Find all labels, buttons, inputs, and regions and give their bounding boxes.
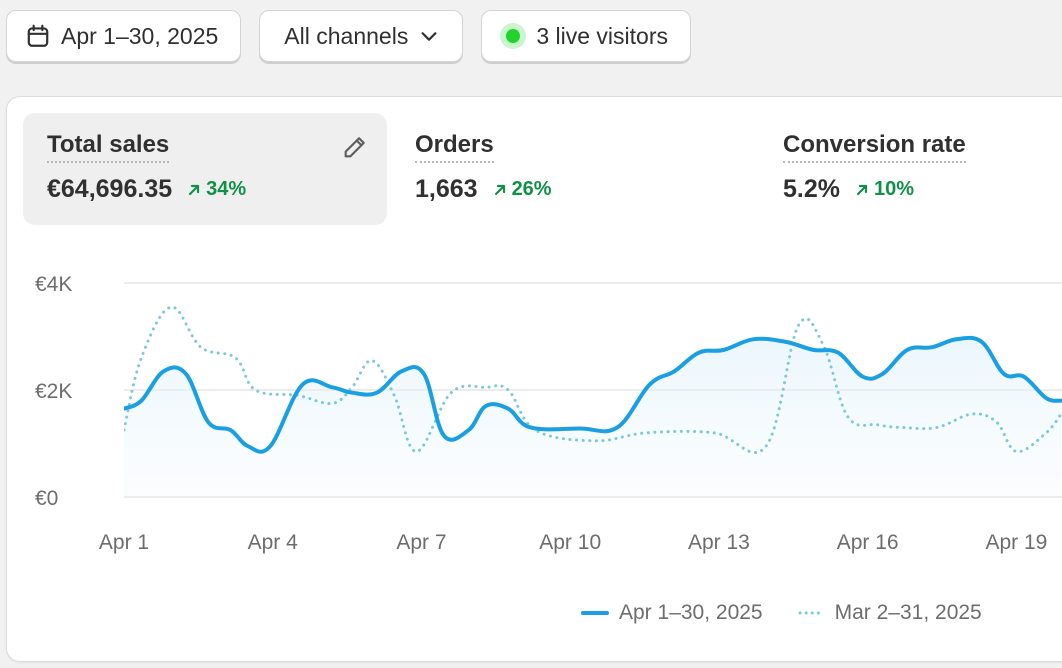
metric-change-value: 26% (511, 178, 552, 200)
metric-label: Conversion rate (783, 131, 966, 163)
metric-change: 10% (854, 178, 914, 201)
arrow-up-right-icon (494, 184, 505, 195)
arrow-up-right-icon (189, 184, 200, 195)
channel-select[interactable]: All channels (259, 10, 464, 62)
legend-label: Mar 2–31, 2025 (834, 601, 982, 624)
y-tick-label: €4K (35, 273, 72, 296)
metric-change: 34% (186, 178, 246, 201)
sales-card: Total sales €64,696.35 34% Orders 1,663 (6, 96, 1062, 662)
metric-change-value: 10% (873, 178, 915, 200)
chart-legend: Apr 1–30, 2025 Mar 2–31, 2025 (581, 601, 982, 625)
metric-tabs: Total sales €64,696.35 34% Orders 1,663 (7, 97, 1062, 237)
sales-chart: €4K €2K €0 Apr 1 Apr 4 Apr 7 Apr 10 Apr 13 Apr 1… (35, 273, 1062, 554)
legend-label: Apr 1–30, 2025 (619, 601, 763, 624)
date-range-label: Apr 1–30, 2025 (61, 22, 219, 49)
x-tick-label: Apr 13 (688, 531, 750, 554)
metric-orders[interactable]: Orders 1,663 26% (391, 113, 755, 225)
date-range-button[interactable]: Apr 1–30, 2025 (6, 10, 242, 62)
metric-value: 5.2% (783, 175, 840, 203)
y-tick-label: €2K (35, 380, 72, 403)
toolbar: Apr 1–30, 2025 All channels 3 live visit… (6, 10, 691, 62)
legend-swatch-solid (581, 611, 609, 615)
live-visitors-label: 3 live visitors (536, 22, 668, 49)
x-tick-label: Apr 19 (985, 531, 1047, 554)
channel-label: All channels (284, 22, 409, 49)
live-status-icon (500, 23, 527, 49)
x-tick-label: Apr 4 (248, 531, 299, 554)
chevron-down-icon (418, 25, 440, 47)
current-series-line (124, 335, 1062, 454)
legend-swatch-dotted (798, 611, 825, 615)
metric-conversion-rate[interactable]: Conversion rate 5.2% 10% (759, 113, 1062, 225)
x-tick-label: Apr 10 (539, 531, 601, 554)
metric-value: 1,663 (415, 175, 478, 203)
live-visitors-button[interactable]: 3 live visitors (481, 10, 691, 62)
calendar-icon (25, 23, 51, 49)
x-tick-label: Apr 16 (837, 531, 899, 554)
x-tick-label: Apr 7 (396, 531, 446, 554)
metric-change: 26% (492, 178, 552, 201)
x-tick-label: Apr 1 (99, 531, 149, 554)
y-tick-label: €0 (35, 487, 58, 510)
metric-change-value: 34% (206, 178, 247, 200)
metric-total-sales[interactable]: Total sales €64,696.35 34% (23, 113, 387, 225)
legend-item-previous: Mar 2–31, 2025 (797, 601, 982, 625)
metric-label: Orders (415, 131, 494, 163)
metric-label: Total sales (47, 131, 170, 163)
current-series-area (124, 337, 1061, 497)
legend-item-current: Apr 1–30, 2025 (581, 601, 763, 625)
metric-value: €64,696.35 (47, 175, 173, 203)
arrow-up-right-icon (856, 184, 868, 195)
pencil-icon[interactable] (341, 133, 369, 166)
